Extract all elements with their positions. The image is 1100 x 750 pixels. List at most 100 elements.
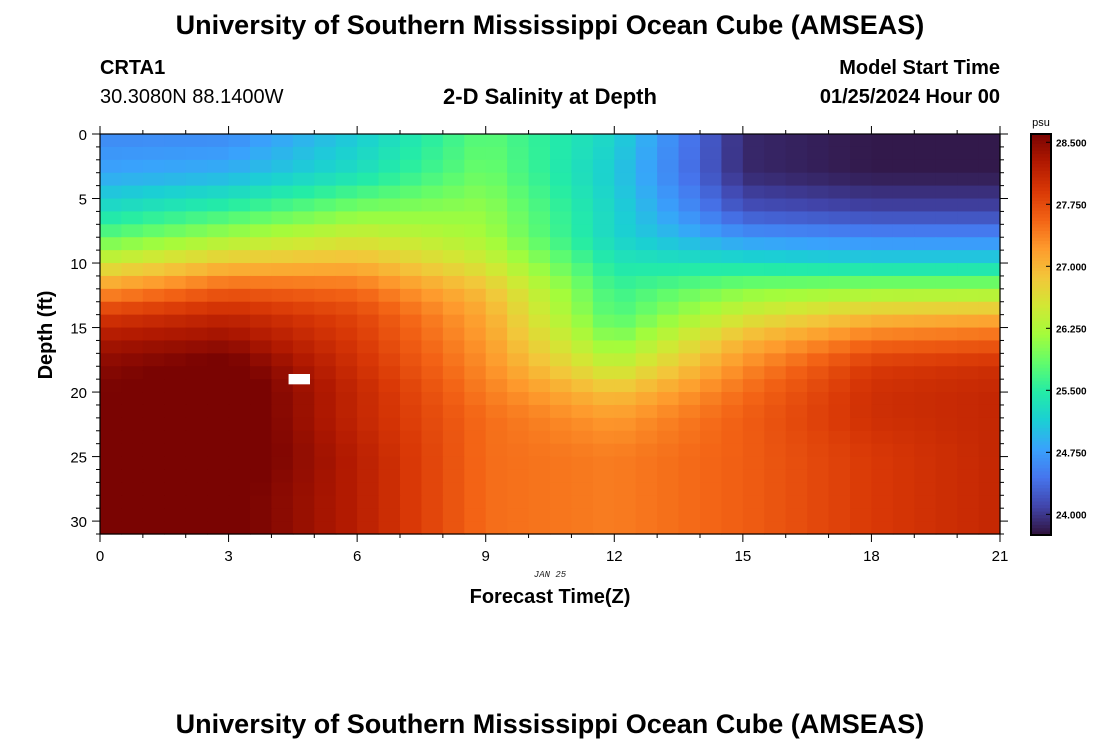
heatmap-cell: [250, 250, 273, 264]
heatmap-cell: [335, 366, 358, 380]
heatmap-cell: [528, 443, 551, 458]
heatmap-cell: [228, 211, 251, 225]
heatmap-cell: [185, 353, 208, 367]
heatmap-cell: [207, 456, 230, 471]
heatmap-cell: [914, 430, 937, 445]
heatmap-cell: [164, 146, 187, 161]
heatmap-cell: [892, 327, 915, 342]
heatmap-cell: [464, 134, 487, 148]
heatmap-cell: [292, 482, 315, 496]
heatmap-cell: [421, 404, 444, 419]
heatmap-cell: [700, 288, 723, 303]
heatmap-cell: [464, 172, 487, 187]
heatmap-cell: [507, 314, 530, 329]
heatmap-cell: [485, 417, 508, 432]
heatmap-cell: [657, 314, 680, 329]
heatmap-cell: [807, 263, 830, 277]
heatmap-cell: [271, 263, 294, 277]
heatmap-cell: [935, 301, 958, 316]
heatmap-cell: [185, 366, 208, 380]
heatmap-cell: [185, 288, 208, 303]
heatmap-cell: [442, 134, 465, 148]
heatmap-cell: [335, 482, 358, 496]
heatmap-cell: [700, 134, 723, 148]
heatmap-cell: [271, 159, 294, 174]
colorbar-segment: [1031, 180, 1051, 185]
heatmap-cell: [400, 288, 423, 303]
heatmap-cell: [657, 250, 680, 264]
heatmap-cell: [271, 237, 294, 251]
heatmap-cell: [614, 146, 637, 161]
heatmap-cell: [592, 159, 615, 174]
heatmap-cell: [550, 353, 573, 367]
heatmap-cell: [592, 495, 615, 509]
heatmap-cell: [464, 301, 487, 316]
heatmap-cell: [292, 327, 315, 342]
colorbar-segment: [1031, 247, 1051, 252]
heatmap-cell: [764, 443, 787, 458]
heatmap-cell: [700, 237, 723, 251]
colorbar-segment: [1031, 190, 1051, 195]
heatmap-cell: [528, 263, 551, 277]
heatmap-cell: [185, 417, 208, 432]
heatmap-cell: [400, 482, 423, 496]
heatmap-cell: [142, 198, 165, 213]
heatmap-cell: [164, 237, 187, 251]
heatmap-cell: [721, 211, 744, 225]
salinity-depth-chart: 0 3 6 9 12 15 18 21 0 5 10 15 20 25 30 JAN 25 Forecas…: [35, 117, 1087, 608]
heatmap-cell: [721, 263, 744, 277]
colorbar-segment: [1031, 434, 1051, 439]
heatmap-cell: [250, 495, 273, 509]
heatmap-cell: [700, 185, 723, 200]
heatmap-cell: [850, 495, 873, 509]
heatmap-cell: [185, 185, 208, 200]
heatmap-cell: [807, 353, 830, 367]
heatmap-cell: [571, 250, 594, 264]
heatmap-cell: [250, 353, 273, 367]
heatmap-cell: [957, 392, 980, 406]
colorbar-segment: [1031, 254, 1051, 259]
heatmap-cell: [442, 495, 465, 509]
heatmap-cell: [228, 508, 251, 522]
heatmap-cell: [292, 456, 315, 471]
heatmap-cell: [764, 353, 787, 367]
heatmap-cell: [678, 198, 701, 213]
heatmap-cell: [485, 443, 508, 458]
heatmap-cell: [185, 340, 208, 354]
heatmap-cell: [421, 340, 444, 354]
colorbar-segment: [1031, 304, 1051, 309]
heatmap-cell: [292, 340, 315, 354]
heatmap-cell: [292, 224, 315, 238]
heatmap-cell: [400, 353, 423, 367]
heatmap-cell: [592, 379, 615, 393]
heatmap-cell: [785, 314, 808, 329]
x-tick-label: 12: [606, 548, 623, 565]
heatmap-cell: [142, 224, 165, 238]
heatmap-cell: [185, 327, 208, 342]
heatmap-cell: [400, 172, 423, 187]
heatmap-cell: [314, 353, 337, 367]
heatmap-cell: [657, 327, 680, 342]
heatmap-cell: [571, 430, 594, 445]
heatmap-cell: [742, 379, 765, 393]
heatmap-cell: [785, 159, 808, 174]
heatmap-cell: [357, 237, 380, 251]
heatmap-cell: [100, 469, 123, 483]
heatmap-cell: [292, 443, 315, 458]
heatmap-cell: [142, 275, 165, 290]
heatmap-cell: [850, 469, 873, 483]
heatmap-cell: [485, 301, 508, 316]
heatmap-cell: [507, 340, 530, 354]
heatmap-cell: [378, 482, 401, 496]
colorbar-segment: [1031, 237, 1051, 242]
colorbar-segment: [1031, 264, 1051, 269]
heatmap-cell: [507, 521, 530, 535]
heatmap-cell: [914, 146, 937, 161]
heatmap-cell: [935, 430, 958, 445]
colorbar-segment: [1031, 197, 1051, 202]
colorbar-segment: [1031, 464, 1051, 469]
heatmap-cell: [850, 275, 873, 290]
heatmap-cell: [678, 392, 701, 406]
heatmap-cell: [850, 301, 873, 316]
heatmap-cell: [657, 456, 680, 471]
